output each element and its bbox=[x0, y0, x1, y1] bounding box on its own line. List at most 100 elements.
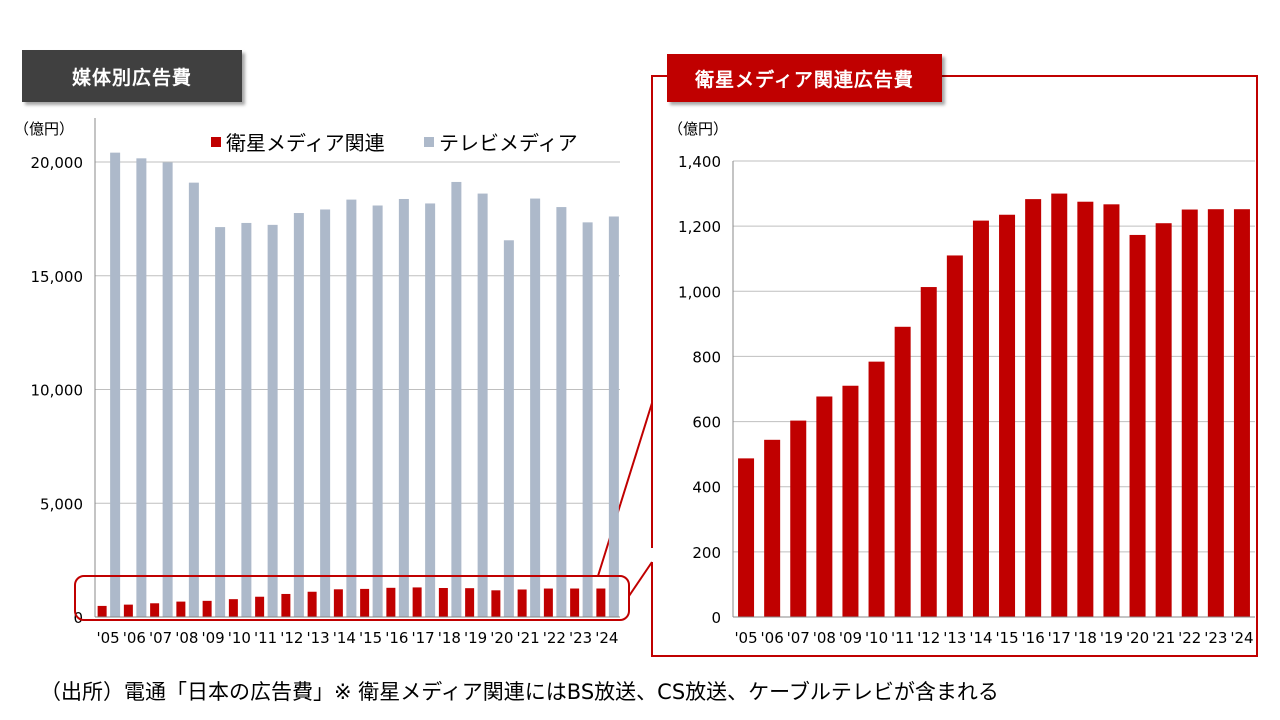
left-bar-tv bbox=[346, 199, 357, 617]
left-x-tick-label: '08 bbox=[175, 629, 198, 647]
right-x-tick-label: '05 bbox=[734, 629, 757, 647]
left-gridlines bbox=[95, 161, 620, 504]
left-x-tick-label: '21 bbox=[517, 629, 540, 647]
left-bar-satellite bbox=[307, 591, 317, 617]
left-x-tick-label: '13 bbox=[307, 629, 330, 647]
left-bar-satellite bbox=[360, 588, 370, 617]
left-bar-tv bbox=[477, 193, 488, 617]
right-panel-outline bbox=[651, 75, 1258, 657]
right-x-tick-label: '07 bbox=[787, 629, 810, 647]
right-bar-satellite bbox=[1129, 234, 1146, 618]
left-bar-tv bbox=[188, 182, 199, 618]
left-bar-satellite bbox=[123, 604, 133, 617]
left-bar-satellite bbox=[333, 589, 343, 617]
callout-line-top bbox=[597, 402, 653, 577]
right-x-tick-label: '08 bbox=[813, 629, 836, 647]
left-bar-satellite bbox=[412, 587, 422, 617]
right-x-tick-label: '11 bbox=[891, 629, 914, 647]
left-x-tick-label: '17 bbox=[412, 629, 435, 647]
right-y-tick-label: 0 bbox=[711, 609, 721, 627]
legend-label-satellite: 衛星メディア関連 bbox=[226, 131, 385, 155]
left-bar-tv bbox=[425, 203, 436, 617]
right-x-tick-label: '23 bbox=[1204, 629, 1227, 647]
right-bar-satellite bbox=[1181, 209, 1198, 617]
right-x-tick-label: '06 bbox=[761, 629, 784, 647]
right-bar-satellite bbox=[894, 326, 911, 617]
right-bar-satellite bbox=[790, 420, 807, 617]
left-x-tick-label: '15 bbox=[359, 629, 382, 647]
left-bar-satellite bbox=[517, 589, 527, 617]
right-bar-satellite bbox=[920, 287, 937, 617]
left-x-tick-label: '09 bbox=[202, 629, 225, 647]
left-bar-tv bbox=[136, 158, 147, 617]
right-x-tick-label: '15 bbox=[995, 629, 1018, 647]
right-bar-satellite bbox=[1025, 199, 1042, 617]
left-bar-tv bbox=[582, 222, 593, 617]
left-x-tick-label: '11 bbox=[254, 629, 277, 647]
left-bar-tv bbox=[608, 216, 619, 617]
right-x-tick-label: '21 bbox=[1152, 629, 1175, 647]
left-bar-tv bbox=[110, 152, 121, 617]
left-highlight-box bbox=[74, 575, 630, 621]
right-panel-title: 衛星メディア関連広告費 bbox=[667, 54, 942, 102]
right-y-tick-label: 1,000 bbox=[678, 283, 721, 301]
right-bar-satellite bbox=[1207, 209, 1224, 617]
left-bar-satellite bbox=[228, 599, 238, 617]
right-x-tick-label: '17 bbox=[1048, 629, 1071, 647]
right-gridlines bbox=[733, 160, 1255, 553]
left-bar-satellite bbox=[281, 593, 291, 617]
left-bar-tv bbox=[215, 227, 226, 617]
left-bars bbox=[97, 152, 619, 618]
right-x-tick-label: '12 bbox=[917, 629, 940, 647]
right-x-tick-label: '24 bbox=[1230, 629, 1253, 647]
left-bar-satellite bbox=[491, 590, 501, 617]
left-x-tick-label: '10 bbox=[228, 629, 251, 647]
right-y-tick-label: 200 bbox=[692, 544, 721, 562]
left-x-tick-label: '06 bbox=[123, 629, 146, 647]
left-panel-title: 媒体別広告費 bbox=[22, 50, 242, 102]
right-bar-satellite bbox=[868, 361, 885, 617]
left-bar-satellite bbox=[97, 605, 107, 617]
right-bar-satellite bbox=[999, 214, 1016, 617]
left-bar-satellite bbox=[543, 588, 553, 617]
left-bar-satellite bbox=[570, 588, 580, 617]
legend-swatch-tv bbox=[424, 137, 434, 147]
left-bar-satellite bbox=[386, 587, 396, 617]
right-x-tick-label: '16 bbox=[1022, 629, 1045, 647]
left-x-tick-label: '18 bbox=[438, 629, 461, 647]
right-x-tick-label: '14 bbox=[969, 629, 992, 647]
right-bar-satellite bbox=[1155, 223, 1172, 617]
left-bar-tv bbox=[503, 240, 514, 617]
right-bar-satellite bbox=[972, 220, 989, 617]
left-legend: 衛星メディア関連 テレビメディア bbox=[211, 131, 578, 155]
left-y-tick-label: 10,000 bbox=[31, 382, 84, 400]
right-bar-satellite bbox=[1077, 201, 1094, 617]
right-bar-satellite bbox=[946, 255, 963, 617]
right-y-tick-labels: 0 200 400 600 800 1,000 1,200 1,400 bbox=[678, 153, 721, 627]
left-bar-tv bbox=[372, 205, 383, 618]
left-bar-satellite bbox=[255, 596, 265, 617]
left-x-tick-label: '14 bbox=[333, 629, 356, 647]
right-y-tick-label: 1,200 bbox=[678, 218, 721, 236]
left-bar-tv bbox=[162, 162, 173, 617]
left-bar-tv bbox=[293, 213, 304, 617]
right-x-tick-label: '10 bbox=[865, 629, 888, 647]
left-x-tick-label: '12 bbox=[280, 629, 303, 647]
right-x-tick-label: '19 bbox=[1100, 629, 1123, 647]
left-bar-satellite bbox=[465, 588, 475, 617]
left-x-tick-label: '19 bbox=[464, 629, 487, 647]
right-x-tick-label: '13 bbox=[943, 629, 966, 647]
left-x-tick-label: '22 bbox=[543, 629, 566, 647]
right-bar-satellite bbox=[842, 385, 859, 617]
right-unit-label: （億円） bbox=[668, 120, 728, 138]
left-unit-label: （億円） bbox=[14, 120, 74, 138]
right-bar-satellite bbox=[1103, 204, 1120, 617]
right-bar-satellite bbox=[764, 439, 781, 617]
right-x-tick-label: '22 bbox=[1178, 629, 1201, 647]
source-note: （出所）電通「日本の広告費」※ 衛星メディア関連にはBS放送、CS放送、ケーブル… bbox=[40, 680, 999, 704]
legend-label-tv: テレビメディア bbox=[439, 131, 578, 155]
